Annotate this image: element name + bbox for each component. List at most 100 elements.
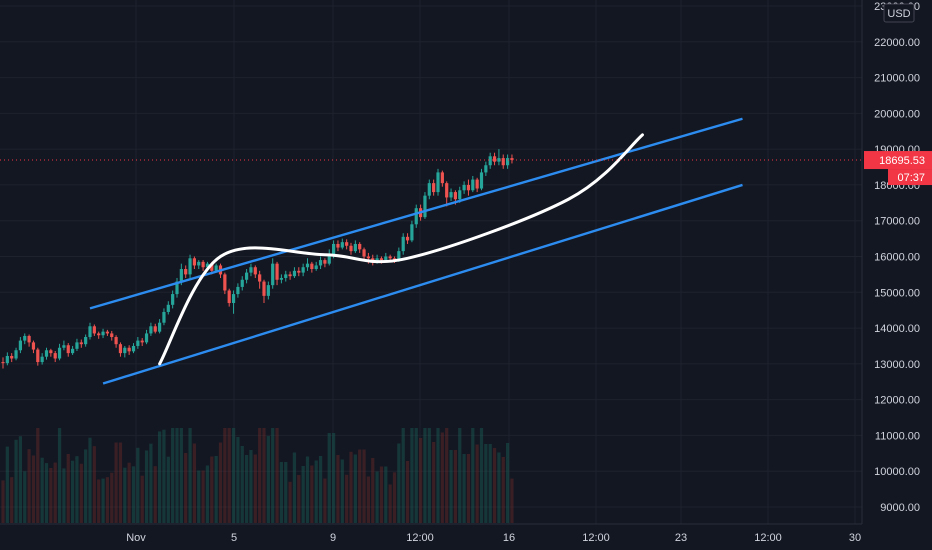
volume-bar [101,478,105,523]
candle-body [458,190,462,200]
candle [101,328,105,339]
volume-bar [253,454,257,523]
candle [253,265,257,278]
candle [305,258,310,271]
candle [92,324,96,336]
candle-body [471,179,475,191]
candle [166,301,170,315]
candle [188,254,192,278]
candle-body [332,243,336,255]
volume-bar [362,449,366,523]
volume-bar [201,470,205,523]
candle-body [97,333,101,336]
candle [327,249,331,266]
candle [201,260,205,271]
candle [466,179,471,196]
volume-bar [171,428,175,523]
volume-bar [175,428,179,523]
candle [136,337,140,349]
candle [266,281,270,300]
candle-body [453,192,457,200]
candle-body [53,353,57,359]
last-price-tag [864,151,932,170]
candle-body [414,208,418,225]
volume-bar [266,436,270,523]
candle-body [110,333,114,338]
volume-bar [449,450,453,523]
candle-body [279,277,283,280]
volume-bar [27,449,31,523]
volume-bar [197,470,201,523]
volume-bar [110,472,114,523]
candle [18,337,22,354]
volume-bar [227,428,231,523]
candle-body [114,337,118,345]
last-price-label: 18695.53 [879,155,925,167]
candle [71,345,75,355]
volume-bar [445,428,449,523]
volume-bar [118,442,123,523]
y-tick-label: 21000.00 [874,73,920,85]
volume-bar [332,433,336,523]
candle-body [166,304,170,312]
volume-bar [5,446,9,523]
volume-bar [62,468,66,523]
volume-bar [262,428,266,523]
candle-body [492,156,497,162]
volume-bar [123,467,127,523]
volume-bar [327,433,331,523]
candle-body [449,192,453,198]
candle-body [18,340,22,351]
volume-bar [392,472,397,523]
candle [158,319,162,334]
y-tick-label: 12000.00 [874,395,920,407]
candle [140,338,144,346]
volume-bar [153,466,157,523]
volume-bar [471,428,475,523]
x-tick-label: 9 [330,532,336,544]
candle [153,323,157,334]
candle-body [353,243,357,252]
x-tick-label: 23 [675,532,687,544]
candle [349,242,353,255]
candle-body [388,256,392,259]
candle [462,181,466,194]
channel-upper-line [89,117,743,310]
candle-body [127,347,131,352]
volume-bar [214,456,218,523]
candle-body [271,263,275,286]
volume-bar [358,449,362,523]
x-tick-label: 12:00 [582,532,610,544]
volume-bar [57,428,62,523]
candle [162,308,166,326]
candle-body [318,260,323,266]
candle-body [144,333,149,343]
volume-bar [149,443,153,523]
y-tick-label: 13000.00 [874,359,920,371]
candle [88,322,92,340]
volume-bar [310,465,314,523]
volume-bar [288,481,292,523]
candle-body [62,345,66,348]
volume-bar [279,462,283,523]
candle [497,149,501,166]
candle-body [488,156,492,166]
candle [488,152,492,169]
candle-body [101,331,105,336]
candle [323,258,327,268]
candle [479,168,484,191]
volume-bar [419,438,423,523]
volume-bar [318,456,323,523]
y-tick-label: 11000.00 [875,430,920,442]
volume-bar [323,478,327,523]
volume-bar [131,466,136,523]
candle-body [205,263,210,268]
candle [31,340,36,354]
candle [358,242,362,253]
volume-bar [249,450,253,523]
candle-body [118,344,123,354]
volume-bar [10,477,14,523]
candle [1,357,5,369]
